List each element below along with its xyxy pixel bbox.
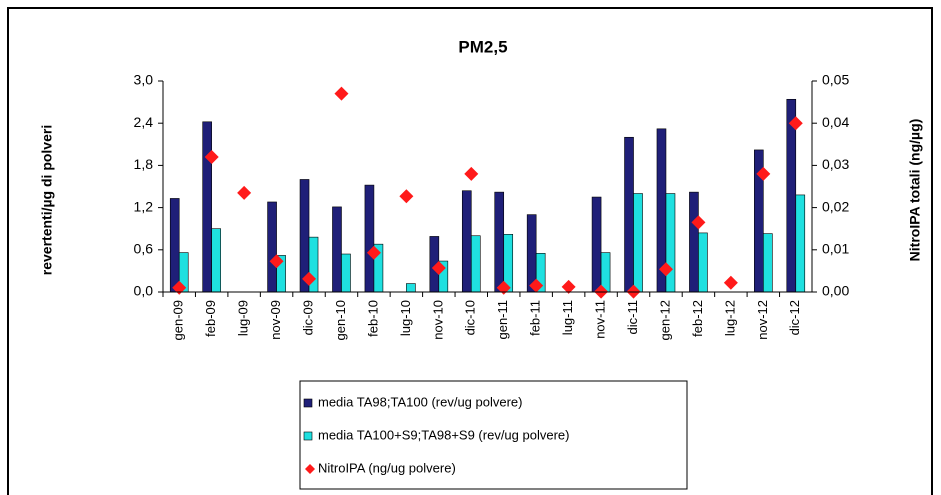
- x-tick-label: gen-10: [333, 300, 348, 340]
- legend-marker: [303, 398, 313, 408]
- marker: [496, 280, 511, 295]
- marker: [204, 149, 219, 164]
- x-tick-label: nov-10: [430, 300, 445, 340]
- y2-tick-label: 0,00: [822, 283, 849, 299]
- bar: [406, 283, 416, 293]
- y2-tick-label: 0,01: [822, 241, 849, 257]
- bar: [795, 194, 806, 293]
- marker: [658, 262, 673, 277]
- marker: [723, 275, 738, 290]
- x-tick-label: dic-11: [625, 300, 640, 334]
- y-tick-label: 1,2: [134, 198, 154, 214]
- x-tick-label: lug-12: [722, 300, 737, 336]
- x-tick-label: gen-11: [495, 300, 510, 340]
- x-tick-label: dic-12: [787, 300, 802, 335]
- y2-tick-label: 0,03: [822, 156, 849, 172]
- x-tick-label: feb-11: [528, 300, 543, 336]
- x-tick-label: feb-10: [365, 300, 380, 337]
- y-tick-label: 0,6: [134, 241, 154, 257]
- marker: [691, 215, 706, 230]
- marker: [431, 260, 446, 275]
- y-tick-label: 0,0: [134, 283, 154, 299]
- marker: [172, 280, 187, 295]
- x-tick-label: dic-09: [300, 300, 315, 335]
- legend-label: media TA100+S9;TA98+S9 (rev/ug polvere): [318, 427, 569, 442]
- marker: [302, 271, 317, 286]
- y2-tick-label: 0,02: [822, 198, 849, 214]
- marker: [269, 254, 284, 269]
- bar: [470, 235, 481, 293]
- x-tick-label: lug-10: [398, 300, 413, 336]
- bar: [211, 228, 221, 293]
- chart-title: PM2,5: [458, 37, 507, 56]
- y-tick-label: 1,8: [134, 156, 154, 172]
- bar: [332, 206, 342, 293]
- bar: [624, 136, 634, 293]
- marker: [529, 278, 544, 293]
- x-tick-label: nov-11: [593, 300, 608, 339]
- x-tick-label: feb-12: [690, 300, 705, 337]
- bar: [364, 184, 375, 293]
- bar: [763, 233, 773, 293]
- bar: [461, 190, 472, 293]
- y2-axis-label: NitroIPA totali (ng/µg): [907, 119, 923, 262]
- bar: [202, 121, 212, 293]
- bar: [169, 198, 180, 293]
- y-tick-label: 2,4: [134, 114, 154, 130]
- marker: [366, 245, 381, 260]
- x-tick-label: lug-11: [560, 300, 575, 335]
- y2-tick-label: 0,05: [822, 72, 849, 88]
- bar: [698, 232, 708, 293]
- bar: [633, 193, 643, 293]
- marker: [756, 166, 771, 181]
- x-tick-label: nov-12: [755, 300, 770, 340]
- bar: [689, 191, 699, 293]
- x-tick-label: nov-09: [268, 300, 283, 340]
- x-tick-label: dic-10: [463, 300, 478, 335]
- x-tick-label: feb-09: [203, 300, 218, 337]
- bar: [665, 193, 676, 293]
- bar: [494, 191, 505, 293]
- marker: [788, 116, 803, 131]
- bar: [341, 253, 351, 293]
- y2-tick-label: 0,04: [822, 114, 849, 130]
- y-tick-label: 3,0: [134, 72, 154, 88]
- x-tick-label: lug-09: [236, 300, 251, 336]
- legend-marker: [303, 431, 313, 441]
- marker: [237, 185, 252, 200]
- bar: [267, 201, 277, 293]
- marker: [399, 189, 414, 204]
- legend-label: media TA98;TA100 (rev/ug polvere): [318, 394, 523, 409]
- legend-label: NitroIPA (ng/ug polvere): [318, 460, 456, 475]
- legend-marker: [305, 464, 315, 474]
- marker: [561, 279, 576, 294]
- marker: [464, 166, 479, 181]
- x-tick-label: gen-09: [171, 300, 186, 340]
- y-axis-label: revertenti/µg di polveri: [39, 125, 55, 275]
- bar: [591, 196, 602, 293]
- marker: [334, 86, 349, 101]
- legend-box: [299, 380, 688, 490]
- x-tick-label: gen-12: [657, 300, 672, 340]
